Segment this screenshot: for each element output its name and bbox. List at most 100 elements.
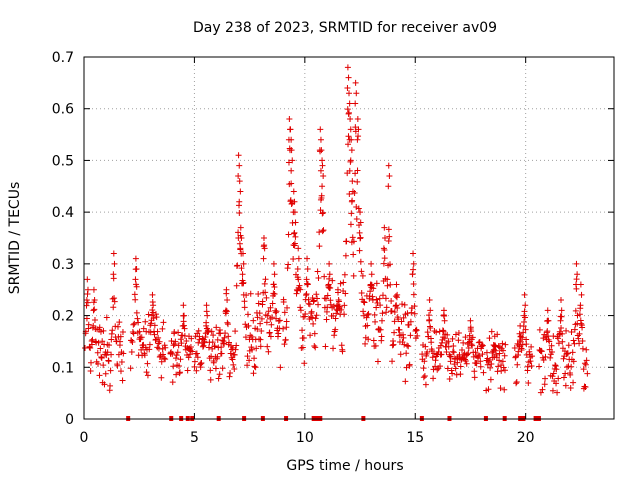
data-point [472, 349, 479, 356]
data-point [262, 289, 269, 296]
data-point [570, 358, 577, 365]
data-point [452, 365, 459, 372]
data-point [497, 385, 504, 392]
data-point [170, 342, 177, 349]
data-point [299, 344, 306, 351]
data-point [347, 221, 354, 228]
data-point [322, 343, 329, 350]
data-point [223, 286, 230, 293]
data-point [413, 326, 420, 333]
data-point [252, 364, 259, 371]
data-point [475, 339, 482, 346]
data-point [549, 373, 556, 380]
data-point [360, 298, 367, 305]
data-point [265, 348, 272, 355]
data-point [103, 352, 110, 359]
data-point [327, 284, 334, 291]
data-point [245, 322, 252, 329]
data-point [386, 172, 393, 179]
data-point [129, 339, 136, 346]
data-point [303, 291, 310, 298]
data-point [546, 338, 553, 345]
data-point [388, 297, 395, 304]
data-point [288, 167, 295, 174]
data-point [169, 379, 176, 386]
data-point [101, 381, 108, 388]
data-point [319, 162, 326, 169]
data-point [578, 320, 585, 327]
data-point [273, 308, 280, 315]
data-point [346, 90, 352, 97]
data-point [327, 301, 334, 308]
data-point [559, 338, 566, 345]
data-point [271, 290, 278, 297]
x-tick-label: 15 [406, 430, 424, 446]
data-point [558, 313, 565, 320]
data-point [511, 345, 518, 352]
data-point [133, 309, 140, 316]
data-point [490, 348, 497, 355]
data-point [251, 363, 258, 370]
data-point [323, 316, 330, 323]
data-point [257, 343, 264, 350]
data-point [378, 333, 385, 340]
data-point [342, 252, 349, 259]
data-point [499, 358, 506, 365]
data-point [487, 376, 494, 383]
data-point [292, 233, 299, 240]
data-point [487, 364, 494, 371]
data-point [214, 353, 221, 360]
data-point [335, 297, 342, 304]
data-point [249, 346, 256, 353]
data-point [286, 116, 293, 123]
data-point [263, 319, 270, 326]
data-point [579, 337, 586, 344]
data-point [517, 333, 524, 340]
data-point [88, 359, 95, 366]
data-point [457, 371, 464, 378]
data-point [410, 291, 417, 298]
data-point [237, 245, 244, 252]
data-point [189, 348, 196, 355]
data-point [116, 319, 123, 326]
data-point [241, 304, 248, 311]
data-point [111, 260, 118, 267]
y-tick-label: 0.1 [52, 360, 74, 376]
data-point [355, 205, 362, 212]
data-point [391, 329, 398, 336]
data-point [544, 307, 551, 314]
data-point [179, 322, 186, 329]
data-point [159, 351, 166, 358]
data-point [349, 178, 356, 185]
data-point [390, 341, 397, 348]
data-point [397, 351, 404, 358]
data-point [198, 360, 205, 367]
data-point [281, 341, 288, 348]
data-point [111, 295, 118, 302]
data-point [399, 301, 406, 308]
data-point [437, 342, 444, 349]
data-point [427, 325, 434, 332]
data-point [400, 334, 407, 341]
data-point [301, 360, 308, 367]
data-point [240, 279, 247, 286]
data-point [395, 316, 402, 323]
data-point [110, 304, 117, 311]
data-point [203, 325, 210, 332]
data-point [420, 365, 427, 372]
data-point [488, 361, 495, 368]
data-point [376, 295, 383, 302]
data-point [404, 310, 411, 317]
data-point [114, 323, 121, 330]
data-point [160, 319, 167, 326]
data-point [283, 318, 290, 325]
x-tick-label: 0 [80, 430, 89, 446]
data-point [290, 255, 297, 262]
data-point [162, 356, 169, 363]
data-point [106, 342, 113, 349]
data-point [429, 354, 436, 361]
data-point [377, 326, 384, 333]
data-point [468, 328, 475, 335]
data-point [445, 343, 452, 350]
